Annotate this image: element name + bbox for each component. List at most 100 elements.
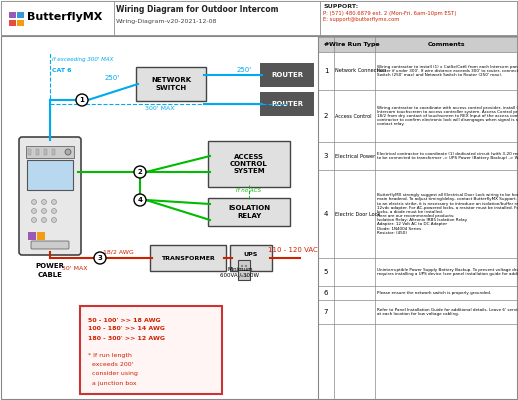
Text: Minimum
600VA / 300W: Minimum 600VA / 300W	[221, 266, 260, 278]
FancyBboxPatch shape	[27, 160, 73, 190]
Circle shape	[94, 252, 106, 264]
Text: 2: 2	[324, 113, 328, 119]
Text: Wiring Diagram for Outdoor Intercom: Wiring Diagram for Outdoor Intercom	[116, 4, 279, 14]
Text: locks, a diode must be installed.: locks, a diode must be installed.	[377, 210, 443, 214]
Text: #: #	[323, 42, 328, 47]
Text: CAT 6: CAT 6	[52, 68, 71, 72]
Text: Isolation Relay: Altronix IRB5 Isolation Relay: Isolation Relay: Altronix IRB5 Isolation…	[377, 218, 467, 222]
Text: contractor to confirm electronic lock will disengages when signal is sent throug: contractor to confirm electronic lock wi…	[377, 118, 518, 122]
FancyBboxPatch shape	[19, 137, 81, 255]
Text: to be connected to transformer -> UPS Power (Battery Backup) -> Wall outlet: to be connected to transformer -> UPS Po…	[377, 156, 518, 160]
Text: at each location for low voltage cabling.: at each location for low voltage cabling…	[377, 312, 459, 316]
Circle shape	[245, 265, 247, 267]
Text: Network Connection: Network Connection	[335, 68, 386, 74]
Circle shape	[65, 149, 71, 155]
FancyBboxPatch shape	[1, 36, 517, 399]
FancyBboxPatch shape	[28, 232, 36, 240]
FancyBboxPatch shape	[36, 149, 39, 155]
FancyBboxPatch shape	[28, 149, 31, 155]
Circle shape	[41, 218, 47, 222]
Text: requires installing a UPS device (see panel installation guide for additional de: requires installing a UPS device (see pa…	[377, 272, 518, 276]
Text: 3: 3	[324, 153, 328, 159]
FancyBboxPatch shape	[1, 1, 114, 35]
Circle shape	[51, 208, 56, 214]
Text: Wiring contractor to coordinate with access control provider, install (1) x 18/2: Wiring contractor to coordinate with acc…	[377, 106, 518, 110]
Text: 1: 1	[80, 97, 84, 103]
Circle shape	[41, 200, 47, 204]
Text: POWER: POWER	[36, 263, 65, 269]
Text: ROUTER: ROUTER	[271, 72, 303, 78]
FancyBboxPatch shape	[44, 149, 47, 155]
Text: consider using: consider using	[88, 372, 138, 376]
FancyBboxPatch shape	[9, 20, 16, 26]
Text: Intercom touchscreen to access controller system. Access Control provider to ter: Intercom touchscreen to access controlle…	[377, 110, 518, 114]
FancyBboxPatch shape	[17, 20, 23, 26]
Circle shape	[32, 208, 36, 214]
FancyBboxPatch shape	[320, 1, 517, 35]
Text: 100 - 180' >> 14 AWG: 100 - 180' >> 14 AWG	[88, 326, 165, 332]
Text: 3: 3	[97, 255, 103, 261]
Text: ACCESS
CONTROL
SYSTEM: ACCESS CONTROL SYSTEM	[230, 154, 268, 174]
Text: Resistor: (450): Resistor: (450)	[377, 231, 407, 235]
FancyBboxPatch shape	[150, 245, 226, 271]
Text: If no ACS: If no ACS	[236, 188, 262, 192]
FancyBboxPatch shape	[318, 37, 517, 52]
Text: SUPPORT:: SUPPORT:	[323, 4, 358, 8]
Text: ISOLATION
RELAY: ISOLATION RELAY	[228, 206, 270, 218]
FancyBboxPatch shape	[260, 63, 314, 87]
Text: Uninterruptible Power Supply Battery Backup. To prevent voltage drops and surges: Uninterruptible Power Supply Battery Bac…	[377, 268, 518, 272]
Text: CABLE: CABLE	[38, 272, 63, 278]
Text: 300' MAX: 300' MAX	[145, 106, 175, 110]
Text: 4: 4	[324, 211, 328, 217]
Circle shape	[134, 194, 146, 206]
Text: Wiring-Diagram-v20-2021-12-08: Wiring-Diagram-v20-2021-12-08	[116, 18, 218, 24]
FancyBboxPatch shape	[17, 12, 23, 18]
FancyBboxPatch shape	[238, 260, 250, 270]
Text: E: support@butterflymx.com: E: support@butterflymx.com	[323, 18, 399, 22]
FancyBboxPatch shape	[52, 149, 55, 155]
Text: 2: 2	[138, 169, 142, 175]
Text: 50' MAX: 50' MAX	[62, 266, 88, 270]
Text: ButterflyMX strongly suggest all Electrical Door Lock wiring to be home-run dire: ButterflyMX strongly suggest all Electri…	[377, 193, 518, 197]
Text: ROUTER: ROUTER	[271, 101, 303, 107]
Circle shape	[76, 94, 88, 106]
FancyBboxPatch shape	[9, 12, 16, 18]
Text: Comments: Comments	[427, 42, 465, 47]
Text: If exceeding 300' MAX: If exceeding 300' MAX	[52, 56, 113, 62]
Text: TRANSFORMER: TRANSFORMER	[161, 256, 215, 260]
Circle shape	[32, 200, 36, 204]
Text: UPS: UPS	[244, 252, 258, 256]
Text: Refer to Panel Installation Guide for additional details. Leave 6' service loop: Refer to Panel Installation Guide for ad…	[377, 308, 518, 312]
Text: main headend. To adjust timing/delay, contact ButterflyMX Support. To wire direc: main headend. To adjust timing/delay, co…	[377, 197, 518, 201]
Text: Wiring contractor to install (1) x CatSe/Cat6 from each Intercom panel location : Wiring contractor to install (1) x CatSe…	[377, 65, 518, 69]
Circle shape	[241, 275, 243, 277]
Circle shape	[241, 265, 243, 267]
Text: a junction box: a junction box	[88, 380, 137, 386]
Text: 18/2 from dry contact of touchscreen to REX Input of the access control. Access : 18/2 from dry contact of touchscreen to …	[377, 114, 518, 118]
Circle shape	[32, 218, 36, 222]
Text: Please ensure the network switch is properly grounded.: Please ensure the network switch is prop…	[377, 291, 491, 295]
FancyBboxPatch shape	[80, 306, 222, 394]
Text: 12vdc adapter. For AC-powered locks, a resistor must be installed. For DC-powere: 12vdc adapter. For AC-powered locks, a r…	[377, 206, 518, 210]
Text: Electrical Power: Electrical Power	[335, 154, 375, 158]
FancyBboxPatch shape	[260, 92, 314, 116]
Text: 110 - 120 VAC: 110 - 120 VAC	[268, 247, 318, 253]
Text: 180 - 300' >> 12 AWG: 180 - 300' >> 12 AWG	[88, 336, 165, 340]
Text: * If run length: * If run length	[88, 354, 132, 358]
Circle shape	[41, 208, 47, 214]
FancyBboxPatch shape	[238, 270, 250, 280]
Text: Electric Door Lock: Electric Door Lock	[335, 212, 380, 216]
Text: NETWORK
SWITCH: NETWORK SWITCH	[151, 78, 191, 90]
Text: Diode: 1N4004 Series: Diode: 1N4004 Series	[377, 227, 421, 231]
Text: 250': 250'	[105, 75, 120, 81]
Text: Switch (250' max) and Network Switch to Router (250' max).: Switch (250' max) and Network Switch to …	[377, 73, 502, 77]
Text: 50 - 100' >> 18 AWG: 50 - 100' >> 18 AWG	[88, 318, 161, 322]
Text: ButterflyMX: ButterflyMX	[27, 12, 103, 22]
FancyBboxPatch shape	[1, 1, 517, 35]
FancyBboxPatch shape	[136, 67, 206, 101]
Text: Router if under 300'. If wire distance exceeds 300' to router, connect Panel to : Router if under 300'. If wire distance e…	[377, 69, 518, 73]
Text: Access Control: Access Control	[335, 114, 371, 118]
Text: 4: 4	[137, 197, 142, 203]
Circle shape	[51, 218, 56, 222]
Text: 7: 7	[324, 309, 328, 315]
